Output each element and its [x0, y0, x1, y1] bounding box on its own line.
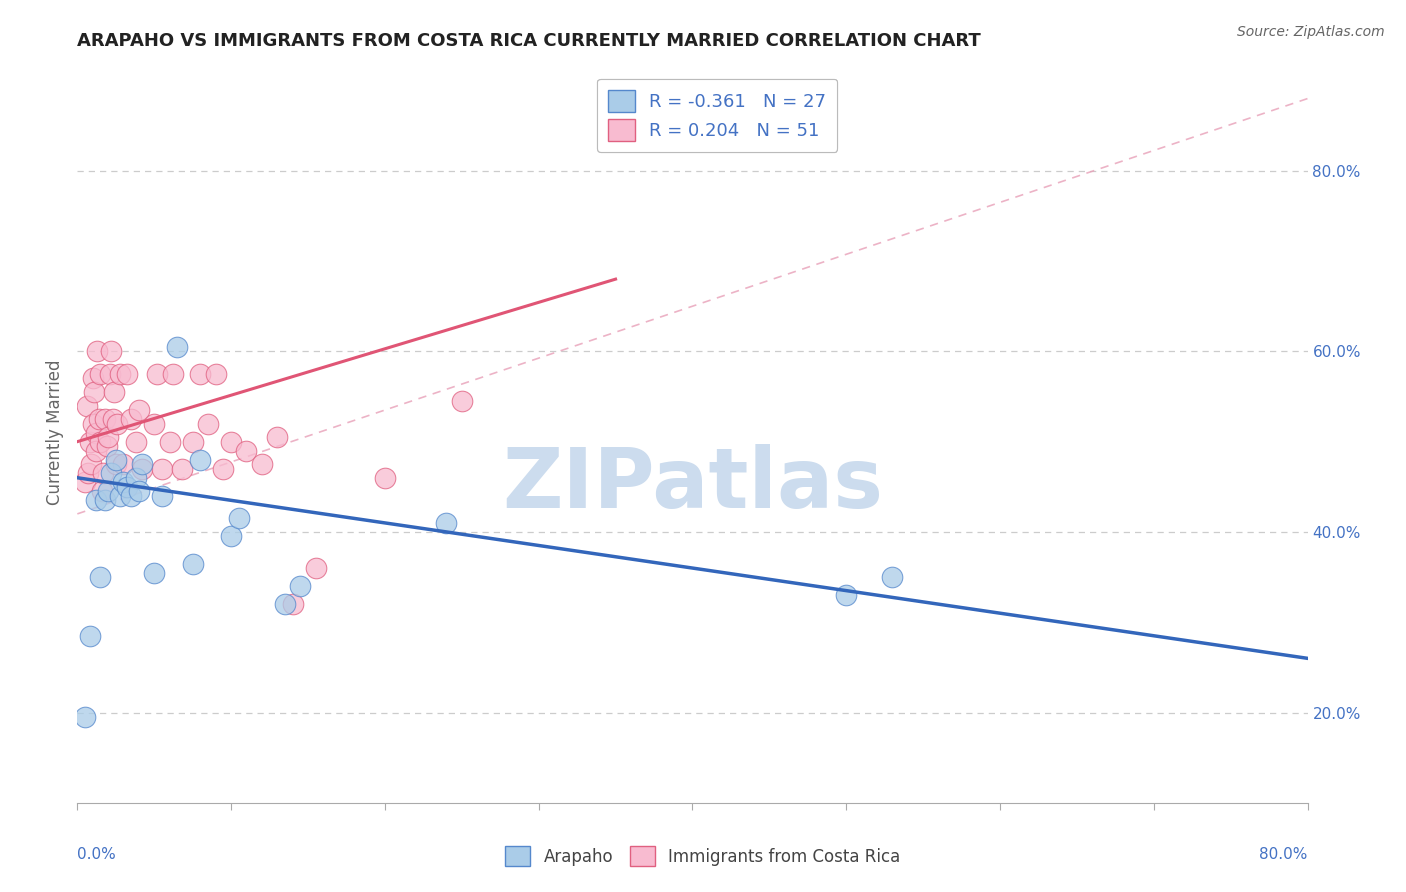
Point: [82, 371, 104, 385]
Point: [128, 484, 150, 499]
Point: [115, 480, 138, 494]
Point: [266, 430, 288, 444]
Point: [162, 367, 184, 381]
Point: [84, 443, 107, 458]
Point: [188, 452, 212, 467]
Point: [150, 489, 173, 503]
Point: [131, 457, 153, 471]
Point: [105, 417, 128, 431]
Point: [170, 461, 193, 475]
Point: [84, 493, 107, 508]
Point: [112, 457, 135, 471]
Point: [76, 399, 98, 413]
Text: Source: ZipAtlas.com: Source: ZipAtlas.com: [1237, 25, 1385, 39]
Point: [89, 570, 111, 584]
Point: [143, 417, 166, 431]
Point: [166, 340, 188, 354]
Point: [131, 461, 153, 475]
Point: [250, 457, 273, 471]
Text: ZIPatlas: ZIPatlas: [502, 444, 883, 525]
Point: [181, 434, 204, 449]
Point: [84, 425, 107, 440]
Point: [143, 566, 166, 580]
Point: [188, 367, 212, 381]
Point: [274, 597, 297, 611]
Text: 0.0%: 0.0%: [77, 847, 117, 863]
Point: [281, 597, 304, 611]
Point: [228, 511, 250, 525]
Point: [98, 367, 121, 381]
Point: [86, 344, 108, 359]
Legend: Arapaho, Immigrants from Costa Rica: Arapaho, Immigrants from Costa Rica: [499, 839, 907, 873]
Point: [146, 367, 169, 381]
Point: [112, 475, 135, 490]
Point: [436, 516, 458, 530]
Point: [374, 471, 396, 485]
Point: [73, 475, 96, 490]
Point: [104, 457, 127, 471]
Point: [89, 367, 111, 381]
Point: [96, 439, 118, 453]
Point: [159, 434, 181, 449]
Point: [120, 489, 142, 503]
Point: [104, 452, 127, 467]
Point: [115, 367, 138, 381]
Point: [80, 457, 103, 471]
Point: [89, 434, 111, 449]
Point: [90, 484, 114, 499]
Point: [83, 384, 105, 399]
Point: [110, 367, 132, 381]
Point: [110, 489, 132, 503]
Point: [100, 344, 122, 359]
Point: [79, 629, 101, 643]
Point: [97, 484, 120, 499]
Point: [290, 579, 312, 593]
Point: [128, 403, 150, 417]
Point: [197, 417, 219, 431]
Point: [94, 493, 117, 508]
Point: [125, 434, 148, 449]
Point: [204, 367, 226, 381]
Point: [235, 443, 257, 458]
Point: [305, 561, 328, 575]
Point: [181, 557, 204, 571]
Point: [97, 430, 120, 444]
Point: [835, 588, 858, 602]
Text: ARAPAHO VS IMMIGRANTS FROM COSTA RICA CURRENTLY MARRIED CORRELATION CHART: ARAPAHO VS IMMIGRANTS FROM COSTA RICA CU…: [77, 32, 981, 50]
Point: [101, 412, 124, 426]
Text: 80.0%: 80.0%: [1260, 847, 1308, 863]
Point: [94, 412, 117, 426]
Point: [93, 467, 115, 481]
Point: [103, 384, 125, 399]
Point: [82, 417, 104, 431]
Point: [450, 394, 472, 409]
Point: [77, 467, 100, 481]
Point: [79, 434, 101, 449]
Point: [73, 710, 96, 724]
Point: [219, 529, 242, 543]
Point: [100, 467, 122, 481]
Point: [212, 461, 235, 475]
Y-axis label: Currently Married: Currently Married: [46, 359, 65, 506]
Point: [219, 434, 242, 449]
Point: [125, 471, 148, 485]
Point: [882, 570, 904, 584]
Legend: R = -0.361   N = 27, R = 0.204   N = 51: R = -0.361 N = 27, R = 0.204 N = 51: [598, 78, 837, 152]
Point: [120, 412, 142, 426]
Point: [87, 412, 110, 426]
Point: [150, 461, 173, 475]
